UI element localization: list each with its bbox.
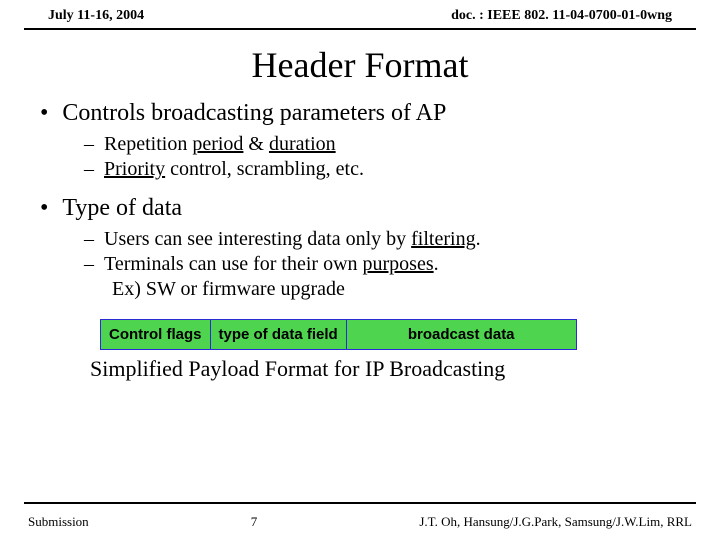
bullet-dot-icon: • [40,101,48,125]
dash-icon: – [84,158,94,181]
dash-icon: – [84,253,94,276]
t: Repetition [104,133,192,155]
bullet-1-1-text: Repetition period & duration [104,133,336,156]
diagram-row: Control flags type of data field broadca… [100,319,720,350]
bullet-dot-icon: • [40,196,48,220]
footer-page: 7 [251,514,258,530]
bullet-1-2-text: Priority control, scrambling, etc. [104,158,364,181]
bullet-2: • Type of data [40,195,680,222]
t-u: Priority [104,158,165,180]
t: . [476,228,481,250]
payload-diagram: Control flags type of data field broadca… [100,319,720,350]
dash-icon: – [84,228,94,251]
bullet-2-2-text: Terminals can use for their own purposes… [104,253,439,276]
header-doc: doc. : IEEE 802. 11-04-0700-01-0wng [451,8,672,24]
t-u: period [192,133,243,155]
t-u: duration [269,133,336,155]
bullet-2-3: Ex) SW or firmware upgrade [112,278,680,301]
cell-control-flags: Control flags [100,319,211,350]
bullet-2-2: – Terminals can use for their own purpos… [84,253,680,276]
footer-right: J.T. Oh, Hansung/J.G.Park, Samsung/J.W.L… [419,514,692,530]
footer-left: Submission [28,514,89,530]
t: control, scrambling, etc. [165,158,364,180]
cell-type-of-data: type of data field [211,319,347,350]
bullet-1: • Controls broadcasting parameters of AP [40,100,680,127]
t: Users can see interesting data only by [104,228,411,250]
footer-rule [24,502,696,504]
bullet-2-3-text: Ex) SW or firmware upgrade [112,278,345,300]
diagram-caption: Simplified Payload Format for IP Broadca… [90,356,720,382]
header-date: July 11-16, 2004 [48,8,144,24]
bullet-1-1: – Repetition period & duration [84,133,680,156]
cell-broadcast-data: broadcast data [347,319,577,350]
t-u: purposes [363,253,434,275]
dash-icon: – [84,133,94,156]
bullet-1-2: – Priority control, scrambling, etc. [84,158,680,181]
t-u: filtering [411,228,475,250]
page-title: Header Format [0,44,720,86]
bullet-list: • Controls broadcasting parameters of AP… [0,100,720,301]
t: . [434,253,439,275]
bullet-2-1-text: Users can see interesting data only by f… [104,228,481,251]
header-row: July 11-16, 2004 doc. : IEEE 802. 11-04-… [24,0,696,30]
bullet-2-text: Type of data [62,195,182,222]
bullet-1-text: Controls broadcasting parameters of AP [62,100,446,127]
bullet-2-1: – Users can see interesting data only by… [84,228,680,251]
t: Terminals can use for their own [104,253,363,275]
t: & [243,133,269,155]
footer: Submission 7 J.T. Oh, Hansung/J.G.Park, … [28,514,692,530]
